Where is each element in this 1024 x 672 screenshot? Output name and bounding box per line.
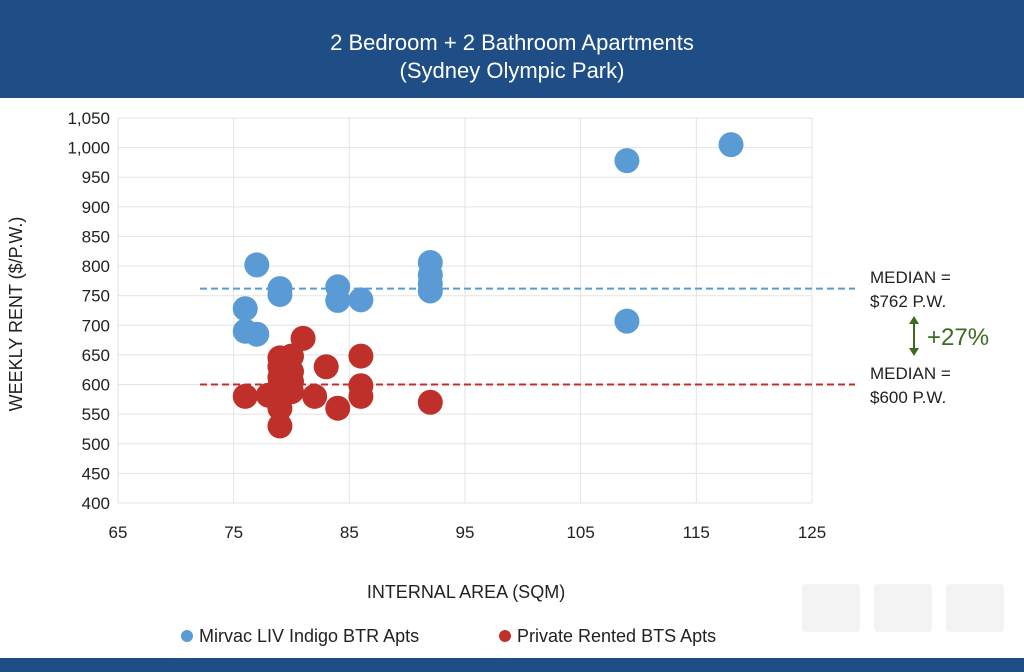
data-point-private	[267, 413, 293, 439]
data-point-private	[348, 383, 374, 409]
data-point-private	[417, 389, 443, 415]
y-tick-label: 700	[82, 316, 110, 335]
y-tick-label: 1,050	[67, 109, 110, 128]
annotations: MEDIAN = $762 P.W. MEDIAN = $600 P.W. +2…	[870, 268, 989, 407]
median-label-red-line1: MEDIAN =	[870, 364, 951, 383]
y-tick-label: 1,000	[67, 139, 110, 158]
data-point-private	[232, 383, 258, 409]
x-tick-label: 85	[340, 523, 359, 542]
y-tick-label: 650	[82, 346, 110, 365]
data-point-mirvac	[232, 296, 258, 322]
data-point-mirvac	[325, 287, 351, 313]
y-axis-title: WEEKLY RENT ($/P.W.)	[6, 217, 26, 412]
data-point-mirvac	[348, 287, 374, 313]
legend-marker-red	[499, 630, 511, 642]
y-tick-label: 750	[82, 287, 110, 306]
data-point-private	[290, 325, 316, 351]
x-tick-label: 65	[109, 523, 128, 542]
axes: WEEKLY RENT ($/P.W.) INTERNAL AREA (SQM)…	[6, 109, 826, 602]
legend-marker-blue	[181, 630, 193, 642]
data-points	[232, 132, 744, 439]
double-arrow-icon	[909, 316, 919, 356]
y-tick-label: 850	[82, 227, 110, 246]
data-point-mirvac	[718, 132, 744, 158]
median-label-red-line2: $600 P.W.	[870, 388, 946, 407]
legend-label-blue: Mirvac LIV Indigo BTR Apts	[199, 626, 419, 646]
y-tick-label: 550	[82, 405, 110, 424]
data-point-private	[348, 343, 374, 369]
data-point-private	[279, 379, 304, 405]
data-point-mirvac	[244, 252, 270, 278]
data-point-mirvac	[614, 148, 640, 174]
chart-title-bar: 2 Bedroom + 2 Bathroom Apartments (Sydne…	[0, 0, 1024, 98]
percent-difference-label: +27%	[927, 324, 989, 351]
toolbar-button[interactable]	[946, 584, 1004, 632]
y-tick-label: 800	[82, 257, 110, 276]
data-point-mirvac	[614, 308, 640, 334]
x-axis-title: INTERNAL AREA (SQM)	[367, 582, 565, 602]
x-tick-label: 95	[456, 523, 475, 542]
median-label-blue-line2: $762 P.W.	[870, 292, 946, 311]
data-point-mirvac	[417, 278, 443, 304]
data-point-mirvac	[267, 282, 293, 308]
data-point-mirvac	[244, 321, 270, 347]
median-label-blue-line1: MEDIAN =	[870, 268, 951, 287]
x-tick-label: 125	[798, 523, 826, 542]
toolbar-button[interactable]	[802, 584, 860, 632]
footer-bar	[0, 658, 1024, 672]
data-point-private	[302, 383, 328, 409]
toolbar-button[interactable]	[874, 584, 932, 632]
legend-label-red: Private Rented BTS Apts	[517, 626, 716, 646]
legend: Mirvac LIV Indigo BTR Apts Private Rente…	[181, 626, 716, 646]
x-tick-label: 105	[566, 523, 594, 542]
grid	[117, 117, 813, 504]
y-tick-label: 450	[82, 464, 110, 483]
y-tick-label: 400	[82, 494, 110, 513]
x-tick-label: 115	[683, 523, 710, 542]
y-tick-label: 950	[82, 168, 110, 187]
data-point-private	[325, 395, 351, 421]
y-tick-label: 600	[82, 376, 110, 395]
data-point-private	[313, 354, 339, 380]
chart-subtitle: (Sydney Olympic Park)	[399, 58, 625, 83]
y-tick-label: 900	[82, 198, 110, 217]
y-tick-label: 500	[82, 435, 110, 454]
x-tick-label: 75	[224, 523, 243, 542]
chart-title: 2 Bedroom + 2 Bathroom Apartments	[330, 30, 694, 55]
median-lines	[200, 287, 855, 386]
